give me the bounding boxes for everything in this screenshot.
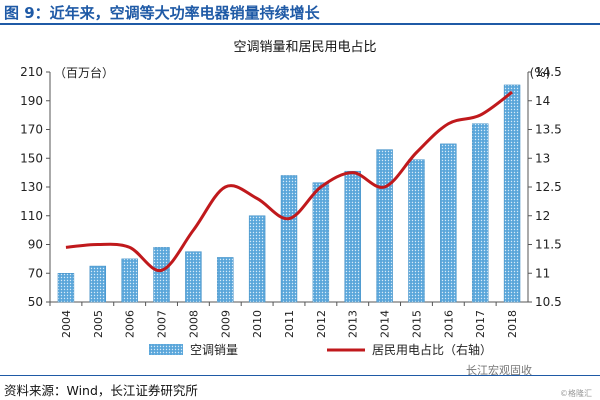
bar bbox=[312, 182, 330, 303]
bar bbox=[121, 258, 138, 303]
legend-label-line: 居民用电占比（右轴） bbox=[372, 342, 492, 357]
x-tick-label: 2009 bbox=[219, 310, 232, 338]
x-tick-label: 2014 bbox=[379, 310, 392, 338]
right-tick-label: 14.5 bbox=[535, 65, 562, 79]
left-tick-label: 90 bbox=[28, 238, 43, 252]
bar bbox=[248, 215, 266, 303]
x-tick-label: 2006 bbox=[124, 310, 137, 338]
bar bbox=[408, 159, 425, 303]
x-tick-label: 2012 bbox=[315, 310, 328, 338]
x-tick-label: 2011 bbox=[283, 310, 296, 338]
bar bbox=[57, 273, 75, 303]
right-tick-label: 10.5 bbox=[535, 295, 562, 309]
bar bbox=[503, 84, 521, 303]
bar bbox=[89, 265, 107, 303]
report-header: 图 9：近年来，空调等大功率电器销量持续增长 bbox=[0, 0, 600, 22]
watermark-text: 长江宏观固收 bbox=[466, 364, 532, 377]
footer-divider bbox=[0, 375, 600, 376]
chart-title: 空调销量和居民用电占比 bbox=[233, 40, 376, 55]
legend-swatch-bar bbox=[149, 344, 183, 355]
plot-area: 50 70 90 110 130 150 170 190 210 10.5 11 11.5 12 12.5… bbox=[20, 65, 562, 338]
right-tick-label: 13.5 bbox=[535, 123, 562, 137]
x-tick-label: 2004 bbox=[60, 310, 73, 338]
right-tick-label: 11.5 bbox=[535, 238, 562, 252]
legend: 空调销量 居民用电占比（右轴） bbox=[149, 342, 492, 357]
figure-title: 图 9：近年来，空调等大功率电器销量持续增长 bbox=[4, 4, 320, 22]
right-tick-label: 12.5 bbox=[535, 180, 562, 194]
left-tick-label: 50 bbox=[28, 295, 43, 309]
right-axis-unit: (%) bbox=[530, 66, 551, 80]
x-tick-label: 2016 bbox=[442, 310, 455, 338]
x-tick-label: 2010 bbox=[251, 310, 264, 338]
right-tick-label: 11 bbox=[535, 266, 550, 280]
x-tick-label: 2015 bbox=[410, 310, 423, 338]
bar bbox=[471, 123, 489, 303]
left-tick-label: 130 bbox=[20, 180, 43, 194]
bar bbox=[376, 149, 393, 303]
legend-label-bar: 空调销量 bbox=[190, 343, 238, 357]
report-footer: 资料来源：Wind，长江证券研究所 bbox=[0, 378, 600, 400]
left-tick-label: 190 bbox=[20, 94, 43, 108]
left-tick-label: 150 bbox=[20, 151, 43, 165]
left-tick-label: 170 bbox=[20, 123, 43, 137]
source-note: 资料来源：Wind，长江证券研究所 bbox=[4, 383, 198, 398]
x-tick-label: 2018 bbox=[506, 310, 519, 338]
left-tick-label: 70 bbox=[28, 266, 43, 280]
bar bbox=[153, 247, 170, 303]
bar bbox=[185, 251, 202, 303]
left-tick-label: 110 bbox=[20, 209, 43, 223]
bar bbox=[440, 143, 457, 303]
x-tick-label: 2013 bbox=[347, 310, 360, 338]
bar bbox=[280, 175, 298, 303]
series-line bbox=[65, 90, 513, 272]
watermark-small: ©格隆汇 bbox=[560, 389, 592, 398]
bar bbox=[344, 170, 361, 303]
left-tick-label: 210 bbox=[20, 65, 43, 79]
left-axis-unit: （百万台） bbox=[54, 65, 114, 80]
header-divider bbox=[0, 23, 600, 25]
bar bbox=[217, 257, 234, 303]
x-tick-label: 2007 bbox=[156, 310, 169, 338]
x-tick-label: 2017 bbox=[474, 310, 487, 338]
x-tick-label: 2005 bbox=[92, 310, 105, 338]
right-tick-label: 13 bbox=[535, 151, 550, 165]
right-tick-label: 12 bbox=[535, 209, 550, 223]
x-tick-label: 2008 bbox=[187, 310, 200, 338]
right-tick-label: 14 bbox=[535, 94, 550, 108]
